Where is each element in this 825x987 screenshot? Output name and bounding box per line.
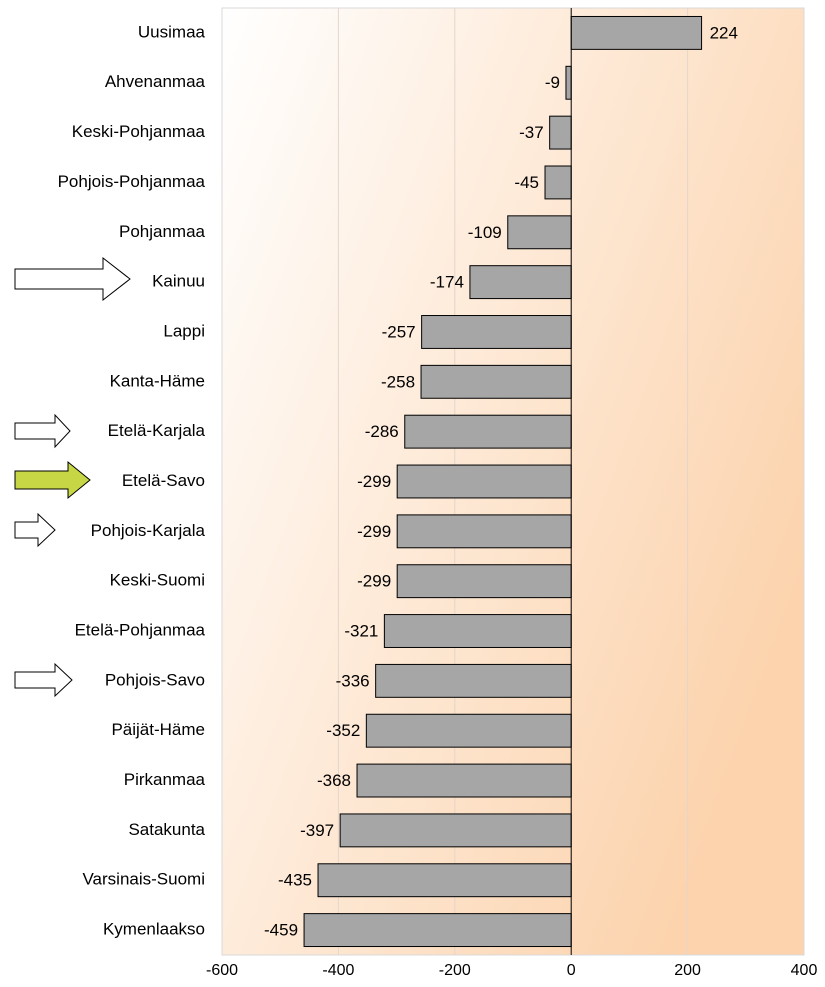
data-label: -368	[317, 771, 351, 790]
bar	[383, 614, 572, 648]
bar	[365, 713, 572, 748]
y-tick-label: Lappi	[163, 321, 205, 340]
data-label: -286	[365, 422, 399, 441]
bar	[404, 414, 572, 449]
bar	[507, 215, 572, 250]
x-tick-label: 200	[674, 962, 701, 979]
y-tick-label: Pohjois-Pohjanmaa	[58, 172, 206, 191]
x-tick-label: -400	[322, 962, 354, 979]
y-tick-label: Pohjois-Karjala	[91, 521, 206, 540]
y-tick-label: Päijät-Häme	[111, 720, 205, 739]
data-label: -37	[519, 123, 544, 142]
y-tick-label: Keski-Pohjanmaa	[72, 122, 206, 141]
bar	[356, 763, 572, 798]
bar	[544, 165, 572, 200]
bar	[396, 464, 572, 499]
x-tick-label: -600	[206, 962, 238, 979]
y-tick-label: Uusimaa	[138, 22, 206, 41]
data-label: -257	[382, 322, 416, 341]
data-label: -299	[357, 472, 391, 491]
data-label: -299	[357, 572, 391, 591]
data-label: -336	[336, 671, 370, 690]
y-tick-label: Etelä-Karjala	[108, 421, 206, 440]
data-label: -352	[326, 721, 360, 740]
y-tick-label: Etelä-Savo	[122, 471, 205, 490]
y-tick-label: Pohjois-Savo	[105, 670, 205, 689]
y-tick-label: Kanta-Häme	[110, 371, 205, 390]
bar	[420, 364, 572, 399]
bar	[303, 913, 572, 948]
data-label: -45	[514, 173, 539, 192]
data-label: -258	[381, 372, 415, 391]
y-tick-label: Etelä-Pohjanmaa	[75, 621, 206, 640]
x-tick-label: 0	[567, 962, 576, 979]
arrow	[14, 256, 131, 302]
bar	[375, 663, 572, 698]
y-tick-label: Pohjanmaa	[119, 222, 206, 241]
data-label: -435	[278, 871, 312, 890]
y-tick-label: Pirkanmaa	[124, 770, 206, 789]
y-tick-label: Keski-Suomi	[110, 571, 205, 590]
arrow	[14, 413, 71, 449]
arrows	[14, 256, 131, 698]
bar	[421, 315, 572, 349]
bar	[570, 15, 703, 50]
data-label: -109	[468, 223, 502, 242]
bar	[396, 564, 572, 599]
x-tick-label: -200	[439, 962, 471, 979]
y-tick-label: Satakunta	[128, 820, 205, 839]
data-label: -299	[357, 522, 391, 541]
data-label: -321	[344, 622, 378, 641]
y-tick-label: Kainuu	[152, 272, 205, 291]
bar	[317, 863, 572, 898]
arrow	[14, 662, 73, 698]
arrow	[14, 512, 56, 548]
data-label: -459	[264, 921, 298, 940]
bar	[565, 65, 572, 100]
bar	[469, 265, 572, 300]
y-tick-label: Kymenlaakso	[103, 920, 205, 939]
y-tick-label: Varsinais-Suomi	[82, 870, 205, 889]
data-label: 224	[710, 23, 738, 42]
data-label: -9	[545, 73, 560, 92]
bar	[396, 514, 572, 549]
data-label: -397	[300, 821, 334, 840]
bar	[549, 115, 572, 150]
x-tick-label: 400	[791, 962, 818, 979]
arrow	[14, 460, 91, 500]
data-label: -174	[430, 273, 464, 292]
bar	[339, 813, 572, 848]
y-tick-label: Ahvenanmaa	[105, 72, 206, 91]
